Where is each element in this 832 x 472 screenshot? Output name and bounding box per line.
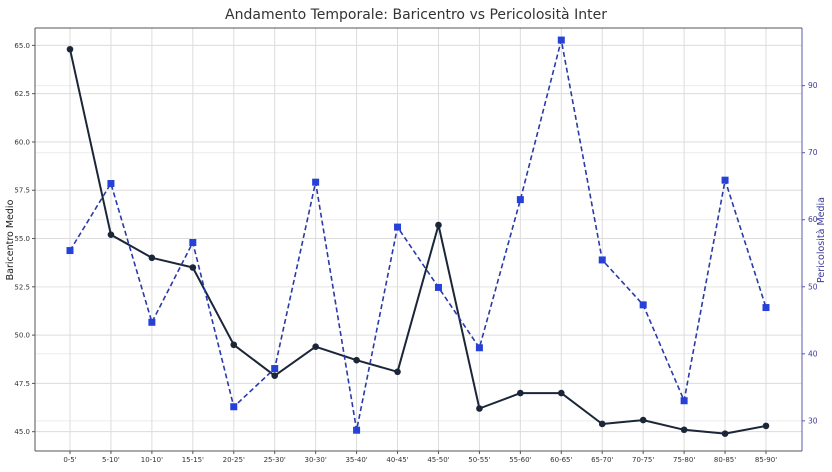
x-tick-label: 10-10'	[141, 456, 163, 464]
data-point-square	[66, 247, 74, 255]
data-point-circle	[639, 416, 647, 424]
data-point-square	[312, 178, 320, 186]
left-y-axis-ticks: 45.0 47.5 50.0 52.5 55.0 57.5 60.0 62.5 65.0	[14, 42, 35, 436]
left-tick-label: 60.0	[14, 138, 30, 146]
plot-frame	[34, 27, 803, 452]
data-point-square	[434, 283, 442, 291]
grid-lines	[35, 28, 802, 451]
data-point-circle	[394, 368, 401, 376]
data-point-circle	[107, 231, 115, 238]
data-point-circle	[271, 372, 279, 379]
data-point-circle	[230, 341, 238, 349]
data-point-circle	[312, 343, 319, 350]
left-tick-label: 47.5	[14, 380, 30, 388]
x-tick-label: 45-50'	[427, 456, 449, 464]
left-tick-label: 52.5	[14, 283, 30, 291]
right-tick-label: 70	[808, 148, 818, 157]
data-point-square	[762, 304, 770, 312]
chart-title: Andamento Temporale: Baricentro vs Peric…	[225, 7, 607, 23]
data-point-circle	[721, 430, 729, 437]
data-point-circle	[598, 420, 606, 428]
data-point-square	[598, 256, 606, 264]
x-tick-label: 0-5'	[63, 456, 76, 464]
x-tick-label: 30-30'	[305, 456, 327, 464]
x-tick-label: 40-45'	[386, 456, 408, 464]
data-point-square	[189, 239, 197, 247]
left-tick-label: 57.5	[14, 187, 30, 195]
data-point-square	[516, 196, 524, 204]
data-point-circle	[517, 389, 524, 397]
data-series	[66, 36, 770, 437]
data-point-square	[107, 180, 115, 188]
data-point-square	[271, 365, 279, 373]
left-tick-label: 45.0	[14, 428, 30, 436]
series-pericolosita	[66, 36, 770, 434]
left-tick-label: 50.0	[14, 332, 30, 340]
data-point-square	[557, 36, 565, 44]
data-point-square	[475, 344, 483, 352]
x-tick-label: 65-70'	[591, 456, 613, 464]
x-tick-label: 80-85'	[714, 456, 736, 464]
x-tick-label: 70-75'	[632, 456, 654, 464]
series-line	[69, 48, 767, 435]
x-tick-label: 50-55'	[468, 456, 490, 464]
data-point-circle	[435, 221, 442, 229]
data-point-square	[394, 223, 402, 231]
left-tick-label: 55.0	[14, 235, 30, 243]
x-axis-ticks: 0-5' 5-10' 10-10' 15-15' 20-25' 25-30' 30-30' 3…	[63, 451, 777, 464]
data-point-circle	[148, 254, 156, 262]
right-tick-label: 90	[808, 81, 818, 90]
x-tick-label: 20-25'	[223, 456, 245, 464]
right-tick-label: 60	[808, 215, 818, 224]
left-tick-label: 62.5	[14, 90, 30, 98]
data-point-square	[721, 176, 729, 184]
data-point-circle	[66, 45, 74, 53]
data-point-square	[639, 301, 647, 309]
right-tick-label: 30	[808, 416, 818, 425]
right-tick-label: 50	[808, 282, 818, 291]
x-tick-label: 85-90'	[755, 456, 777, 464]
data-point-circle	[476, 405, 483, 412]
data-point-square	[680, 397, 688, 405]
x-tick-label: 5-10'	[102, 456, 120, 464]
right-tick-label: 40	[808, 349, 818, 358]
series-line	[69, 39, 767, 431]
left-y-axis-label: Baricentro Medio	[5, 199, 16, 280]
data-point-square	[353, 426, 361, 434]
x-tick-label: 15-15'	[182, 456, 204, 464]
x-tick-label: 25-30'	[264, 456, 286, 464]
x-tick-label: 60-65'	[550, 456, 572, 464]
data-point-circle	[557, 389, 565, 397]
x-tick-label: 55-60'	[509, 456, 531, 464]
data-point-circle	[762, 422, 770, 430]
data-point-square	[230, 403, 238, 411]
right-y-axis-label: Pericolosità Media	[816, 197, 827, 283]
data-point-circle	[680, 426, 688, 434]
right-y-axis-ticks: 30 40 50 60 70 90	[802, 81, 818, 425]
series-baricentro	[66, 45, 770, 437]
data-point-circle	[189, 264, 197, 271]
data-point-circle	[353, 356, 360, 364]
x-tick-label: 35-40'	[345, 456, 367, 464]
left-tick-label: 65.0	[14, 42, 30, 50]
data-point-square	[148, 318, 156, 326]
x-tick-label: 75-80'	[673, 456, 695, 464]
